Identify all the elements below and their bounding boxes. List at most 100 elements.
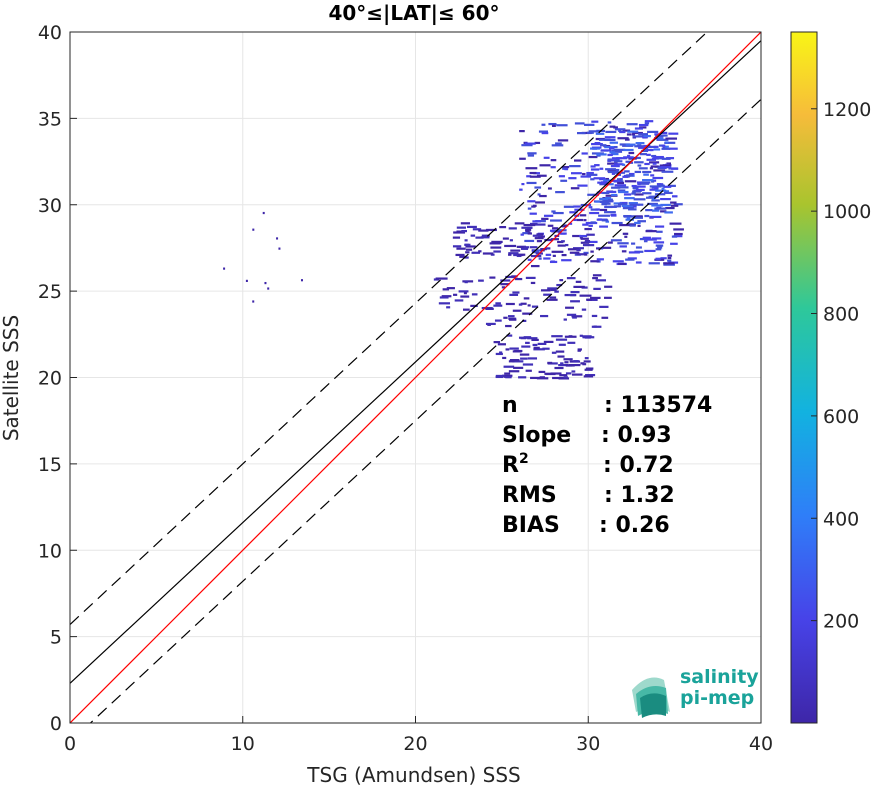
density-cell [604,146,615,149]
density-cells [223,120,684,380]
density-cell [604,285,613,288]
density-cell [529,175,541,178]
density-cell [663,263,675,266]
density-cell [580,203,592,207]
density-cell [534,186,542,189]
density-cell [550,238,559,241]
density-cell [584,240,591,243]
density-cell [673,235,683,238]
density-cell [538,370,546,374]
density-cell [478,279,484,282]
density-cell [660,197,671,201]
density-cell [584,123,595,126]
density-cell [644,122,650,125]
density-cell [509,293,519,296]
density-cell [591,325,602,328]
density-cell [571,315,583,318]
density-cell [673,228,684,231]
density-cell [611,157,622,160]
density-cell [572,316,577,319]
density-cell [582,335,592,338]
chart-title: 40°≤|LAT|≤ 60° [328,1,499,25]
y-tick-label: 0 [50,713,62,735]
density-cell [638,203,644,206]
y-tick-label: 40 [38,22,62,44]
density-cell [660,131,668,135]
density-cell [611,172,616,175]
density-cell [534,141,541,145]
density-cell [621,250,627,253]
density-cell [582,223,589,226]
density-cell [276,237,279,240]
density-cell [480,236,490,239]
density-cell [586,233,595,236]
density-cell [628,208,637,211]
density-cell [508,315,515,318]
reference-lines [70,32,761,723]
density-cell [622,175,629,178]
density-cell [577,348,582,351]
density-cell [611,221,623,225]
density-cell [580,175,592,178]
density-cell [605,205,617,208]
density-cell [527,207,532,210]
density-cell [554,366,564,370]
density-cell [632,186,639,190]
density-cell [529,246,538,249]
density-cell [527,152,537,155]
density-cell [624,235,628,238]
density-cell [490,246,502,249]
density-cell [438,302,450,305]
density-cell [609,151,616,154]
density-cell [634,127,644,130]
density-cell [654,207,667,210]
density-cell [584,227,592,231]
density-cell [635,188,645,192]
density-cell [557,244,566,247]
density-cell [532,234,541,237]
density-cell [613,163,624,166]
density-cell [576,132,586,135]
density-cell [600,144,607,147]
density-cell [521,182,525,186]
density-cell [665,141,669,144]
density-cell [650,165,659,168]
density-cell [573,360,579,363]
density-cell [645,230,657,233]
density-cell [651,204,663,207]
density-cell [495,302,501,305]
density-cell [649,185,662,188]
density-cell [579,334,583,337]
density-cell [594,164,600,167]
density-cell [456,247,466,250]
density-cell [555,350,565,353]
density-cell [564,361,569,364]
density-cell [634,193,644,196]
density-cell [590,260,600,263]
density-cell [599,208,608,212]
density-cell [651,157,659,160]
density-cell [667,256,672,260]
density-cell [618,129,622,133]
density-cell [540,314,549,318]
density-cell [614,184,627,187]
density-cell [555,142,562,145]
density-cell [633,198,646,201]
density-cell [642,136,648,139]
density-cell [555,191,565,194]
colorbar [790,31,818,724]
density-cell [611,179,622,182]
density-cell [629,203,640,206]
density-cell [530,264,540,268]
density-cell [583,219,587,222]
density-cell [535,201,546,204]
stat-label: BIAS [502,513,560,538]
density-cell [617,242,629,245]
density-cell [592,274,602,277]
density-cell [622,144,634,147]
density-cell [577,184,588,187]
density-cell [605,196,612,200]
density-cell [508,252,519,255]
density-cell [609,125,616,128]
density-cell [618,190,629,194]
